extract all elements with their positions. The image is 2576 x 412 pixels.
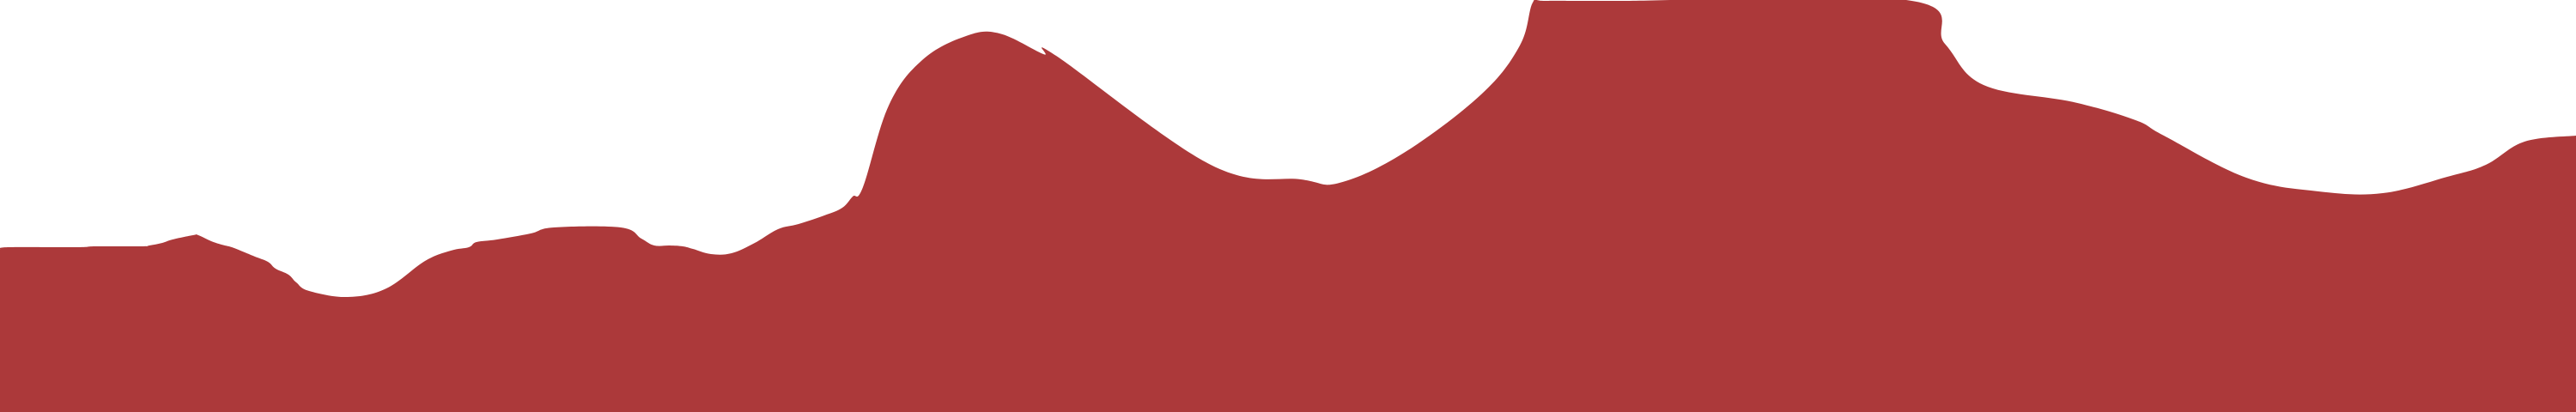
area-series	[0, 0, 2576, 412]
elevation-area-chart	[0, 0, 2576, 412]
plot-area	[0, 0, 2576, 412]
chart-canvas	[0, 0, 2576, 412]
